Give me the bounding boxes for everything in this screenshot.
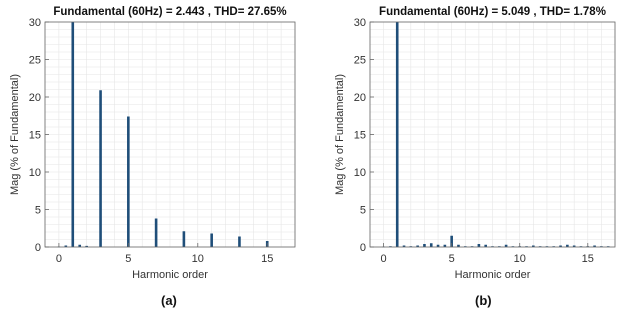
- panel-a-bar: [78, 244, 82, 247]
- panel-a-y-tick-label: 30: [29, 17, 41, 29]
- panel-b-bar: [593, 245, 596, 247]
- panel-a-y-tick-label: 5: [35, 205, 41, 217]
- panel-a-bar: [99, 90, 102, 247]
- panel-b-y-tick-label: 10: [354, 167, 366, 179]
- panel-a-bar: [85, 245, 88, 247]
- panel-a-x-tick-label: 0: [56, 253, 62, 265]
- panel-b-bar: [532, 245, 535, 247]
- panel-b-x-axis-label: Harmonic order: [455, 269, 531, 281]
- panel-b-x-tick-label: 0: [381, 253, 387, 265]
- panel-b-chart: 0 5 10 15 20 25 30 0 5 10 15 Fundamental (60Hz) = 5…: [334, 6, 616, 281]
- panel-a-caption: (a): [161, 293, 177, 308]
- panel-b-y-tick-label: 0: [360, 242, 366, 254]
- panel-b-bar: [484, 244, 487, 247]
- panel-b-bar: [566, 244, 569, 247]
- panel-b-bar: [457, 244, 460, 247]
- panel-b-y-axis-label: Mag (% of Fundamental): [334, 74, 346, 195]
- panel-a-bar: [71, 22, 75, 247]
- panel-b-bar: [559, 245, 562, 247]
- panel-b-bar: [423, 244, 426, 247]
- panel-a-chart: 0 5 10 15 20 25 30 0 5 10 15 Fundamental (60Hz) = 2…: [9, 6, 296, 281]
- panel-a-title: Fundamental (60Hz) = 2.443 , THD= 27.65%: [53, 6, 286, 18]
- panel-a-x-tick-label: 15: [261, 253, 273, 265]
- panel-b-caption: (b): [475, 293, 492, 308]
- panel-a-y-axis-label: Mag (% of Fundamental): [9, 74, 21, 195]
- panel-b-bar: [416, 245, 419, 247]
- panel-a-y-tick-label: 10: [29, 167, 41, 179]
- panel-b-title: Fundamental (60Hz) = 5.049 , THD= 1.78%: [379, 6, 606, 18]
- panel-b-x-tick-label: 10: [514, 253, 526, 265]
- panel-b-y-tick-label: 5: [360, 205, 366, 217]
- panel-a-bar: [64, 245, 68, 247]
- panel-b-bar: [572, 245, 576, 247]
- panel-b-bar: [436, 244, 440, 247]
- panel-b-y-tick-label: 30: [354, 17, 366, 29]
- panel-a-y-tick-label: 0: [35, 242, 41, 254]
- panel-a-bar: [154, 218, 158, 247]
- panel-b-y-tick-label: 20: [354, 92, 366, 104]
- panel-a-y-tick-label: 15: [29, 130, 41, 142]
- panel-b-bar: [402, 245, 406, 247]
- panel-a-bar: [127, 116, 130, 247]
- panel-b-x-tick-label: 5: [449, 253, 455, 265]
- panel-b-y-tick-label: 25: [354, 55, 366, 67]
- panel-a-y-tick-label: 20: [29, 92, 41, 104]
- panel-a-y-tick-label: 25: [29, 55, 41, 67]
- panel-a-bar: [238, 236, 241, 247]
- panel-b-x-tick-label: 15: [582, 253, 594, 265]
- panel-a-bar: [210, 233, 213, 247]
- panel-b-bar: [450, 235, 453, 247]
- panel-b-bar: [477, 244, 481, 247]
- panel-b-bar: [504, 244, 508, 247]
- panel-b-bar: [395, 22, 399, 247]
- panel-b-bar: [429, 243, 433, 247]
- panel-b-bar: [443, 244, 447, 247]
- panel-a-x-tick-label: 10: [192, 253, 204, 265]
- panel-a-x-tick-label: 5: [125, 253, 131, 265]
- panel-a-bar: [182, 231, 186, 247]
- panel-a-x-axis-label: Harmonic order: [132, 269, 208, 281]
- panel-b-y-tick-label: 15: [354, 130, 366, 142]
